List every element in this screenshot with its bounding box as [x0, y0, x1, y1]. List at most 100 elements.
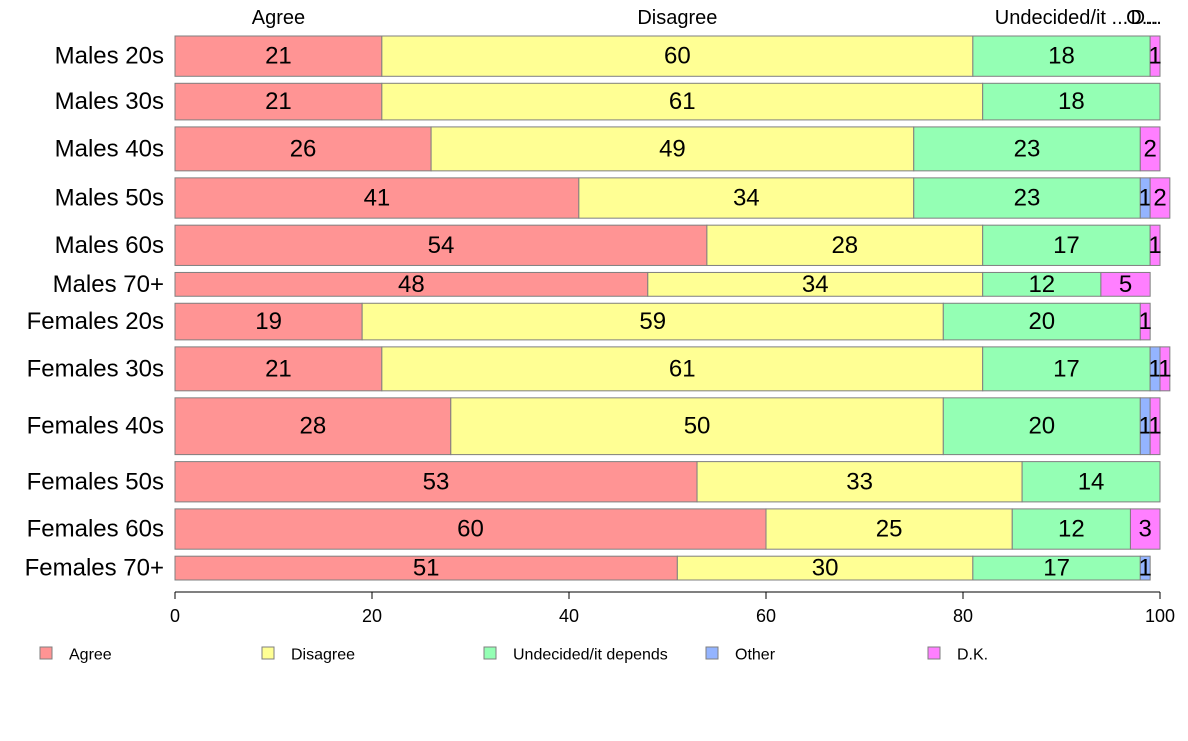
bar-row-females-40s: 28 50 20 11 [174, 397, 1162, 456]
bar-d-k-males-40s [1139, 126, 1161, 172]
data-label-undecided-it-depends-males-20s: 18 [1048, 43, 1075, 70]
data-label-agree-females-70: 51 [413, 555, 440, 582]
bar-row-males-70: 48 34 12 5 [174, 271, 1151, 298]
bar-agree-males-40s [174, 126, 432, 172]
bar-undecided-it-depends-females-30s [982, 346, 1151, 392]
data-label-d-k-males-60s: 1 [1148, 232, 1161, 259]
bar-undecided-it-depends-females-40s [942, 397, 1141, 456]
data-label-agree-females-20s: 19 [255, 308, 282, 335]
data-label-agree-males-40s: 26 [290, 135, 317, 162]
data-label-agree-males-20s: 21 [265, 43, 292, 70]
data-label-undecided-it-depends-females-60s: 12 [1058, 516, 1085, 543]
data-label-disagree-females-70: 30 [812, 555, 839, 582]
bar-undecided-it-depends-males-40s [913, 126, 1141, 172]
data-label-d-k-males-40s: 2 [1143, 135, 1156, 162]
bar-undecided-it-depends-males-30s [982, 82, 1161, 121]
data-label-undecided-it-depends-females-40s: 20 [1028, 413, 1055, 440]
header-label-other: O... [1126, 7, 1158, 29]
bar-d-k-males-70 [1100, 271, 1151, 297]
data-label-d-k-males-20s: 1 [1148, 43, 1161, 70]
row-label-females-70: Females 70+ [25, 555, 164, 582]
data-label-d-k-males-70: 5 [1119, 271, 1132, 298]
bar-disagree-males-30s [381, 82, 984, 121]
bar-row-females-20s: 19 59 20 1 [174, 302, 1152, 341]
bar-agree-males-30s [174, 82, 383, 121]
data-label-disagree-females-20s: 59 [639, 308, 666, 335]
bar-row-males-40s: 26 49 23 2 [174, 126, 1161, 172]
legend-item-disagree: Disagree [261, 646, 355, 664]
data-label-agree-females-30s: 21 [265, 355, 292, 382]
data-label-disagree-males-40s: 49 [659, 135, 686, 162]
data-label-other-females-70: 1 [1139, 555, 1152, 582]
bar-disagree-females-60s [765, 508, 1013, 550]
bar-agree-males-50s [174, 177, 580, 219]
legend-label-undecided-it-depends: Undecided/it depends [513, 647, 668, 664]
bar-row-females-30s: 21 61 17 11 [174, 346, 1172, 392]
row-label-females-20s: Females 20s [27, 308, 164, 335]
data-label-disagree-males-20s: 60 [664, 43, 691, 70]
data-label-disagree-males-30s: 61 [669, 88, 696, 115]
data-label-undecided-it-depends-females-20s: 20 [1028, 308, 1055, 335]
data-label-other-females-30s: 1 [1148, 355, 1161, 382]
legend-item-d-k: D.K. [927, 646, 988, 664]
bar-disagree-females-20s [361, 302, 944, 341]
row-label-females-40s: Females 40s [27, 413, 164, 440]
data-label-undecided-it-depends-females-70: 17 [1043, 555, 1070, 582]
bar-d-k-females-60s [1129, 508, 1161, 550]
data-label-agree-females-40s: 28 [300, 413, 327, 440]
bar-row-males-30s: 21 61 18 [174, 82, 1161, 121]
data-label-undecided-it-depends-females-30s: 17 [1053, 355, 1080, 382]
row-label-males-30s: Males 30s [55, 88, 164, 115]
data-label-disagree-females-60s: 25 [876, 516, 903, 543]
data-label-disagree-males-60s: 28 [831, 232, 858, 259]
legend-label-disagree: Disagree [291, 647, 355, 664]
data-label-undecided-it-depends-males-30s: 18 [1058, 88, 1085, 115]
row-label-males-40s: Males 40s [55, 135, 164, 162]
bar-row-females-60s: 60 25 12 3 [174, 508, 1161, 550]
data-label-disagree-females-50s: 33 [846, 468, 873, 495]
x-tick-label-80: 80 [953, 606, 973, 626]
header-label-undecided-it-depends: Undecided/it ... [995, 7, 1128, 29]
header-label-agree: Agree [252, 7, 305, 29]
data-label-disagree-females-40s: 50 [684, 413, 711, 440]
bar-undecided-it-depends-males-50s [913, 177, 1141, 219]
row-label-females-30s: Females 30s [27, 355, 164, 382]
bar-undecided-it-depends-females-60s [1011, 508, 1131, 550]
data-label-agree-males-70: 48 [398, 271, 425, 298]
data-label-agree-females-50s: 53 [423, 468, 450, 495]
row-label-females-60s: Females 60s [27, 516, 164, 543]
data-label-d-k-females-60s: 3 [1139, 516, 1152, 543]
x-tick-label-40: 40 [559, 606, 579, 626]
legend-swatch-agree [39, 646, 53, 660]
header-label-disagree: Disagree [637, 7, 717, 29]
row-label-males-60s: Males 60s [55, 232, 164, 259]
bar-disagree-males-50s [578, 177, 915, 219]
data-label-agree-males-50s: 41 [364, 185, 391, 212]
legend-swatch-disagree [261, 646, 275, 660]
legend-item-other: Other [705, 646, 776, 664]
data-label-undecided-it-depends-males-50s: 23 [1014, 185, 1041, 212]
bar-other-females-70 [1139, 555, 1151, 581]
x-axis: 0 20 40 60 80 100 [170, 591, 1175, 626]
bar-row-females-50s: 53 33 14 [174, 461, 1161, 503]
data-label-undecided-it-depends-males-60s: 17 [1053, 232, 1080, 259]
bar-row-females-70: 51 30 17 1 [174, 555, 1152, 582]
x-tick-label-0: 0 [170, 606, 180, 626]
legend-swatch-d-k [927, 646, 941, 660]
data-label-disagree-males-50s: 34 [733, 185, 760, 212]
data-label-d-k-females-20s: 1 [1139, 308, 1152, 335]
header-label-d-k: D... [1131, 7, 1162, 29]
bar-agree-females-50s [174, 461, 698, 503]
data-label-d-k-females-30s: 1 [1158, 355, 1171, 382]
bar-undecided-it-depends-females-20s [942, 302, 1141, 341]
bar-disagree-females-40s [450, 397, 944, 456]
legend-label-d-k: D.K. [957, 647, 988, 664]
bar-d-k-females-40s [1149, 397, 1161, 456]
bar-disagree-females-50s [696, 461, 1023, 503]
bar-d-k-males-20s [1149, 35, 1161, 77]
bar-disagree-males-40s [430, 126, 915, 172]
row-label-males-20s: Males 20s [55, 43, 164, 70]
